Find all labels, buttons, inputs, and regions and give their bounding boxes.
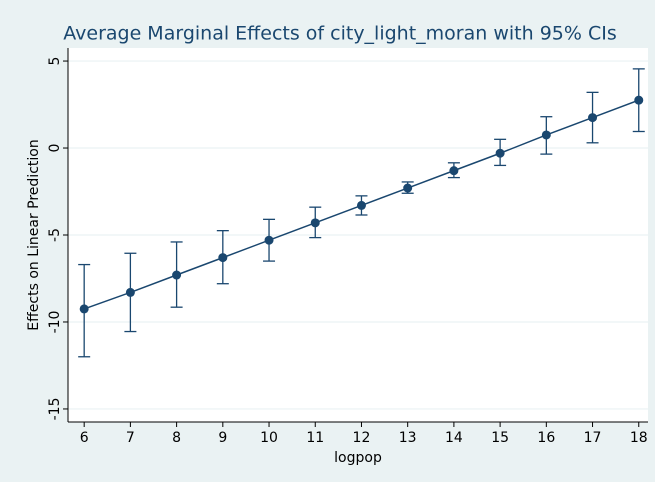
x-tick-label: 15	[491, 430, 509, 446]
x-tick-label: 12	[353, 430, 371, 446]
x-tick-label: 14	[445, 430, 463, 446]
chart-title: Average Marginal Effects of city_light_m…	[63, 23, 616, 45]
point	[172, 270, 182, 280]
y-tick-label: -15	[47, 398, 63, 421]
x-tick-label: 18	[630, 430, 648, 446]
point	[634, 95, 644, 105]
x-tick-label: 8	[172, 430, 181, 446]
point	[218, 253, 228, 263]
x-tick-label: 11	[306, 430, 324, 446]
x-tick-label: 16	[537, 430, 555, 446]
point	[541, 130, 551, 140]
point	[310, 218, 320, 228]
x-tick-label: 9	[218, 430, 227, 446]
point	[449, 166, 459, 176]
point	[125, 287, 135, 297]
y-tick-label: -5	[47, 228, 63, 242]
x-tick-label: 6	[80, 430, 89, 446]
point	[495, 148, 505, 158]
point	[264, 235, 274, 245]
point	[356, 200, 366, 210]
y-tick-label: 5	[47, 57, 63, 66]
x-tick-label: 7	[126, 430, 135, 446]
y-tick-label: 0	[47, 144, 63, 153]
x-tick-label: 10	[260, 430, 278, 446]
point	[403, 183, 413, 193]
y-tick-label: -10	[47, 311, 63, 334]
y-axis-label: Effects on Linear Prediction	[26, 139, 42, 330]
x-tick-label: 17	[584, 430, 602, 446]
x-tick-label: 13	[399, 430, 417, 446]
point	[588, 113, 598, 123]
x-axis-label: logpop	[334, 450, 382, 466]
point	[79, 304, 89, 314]
